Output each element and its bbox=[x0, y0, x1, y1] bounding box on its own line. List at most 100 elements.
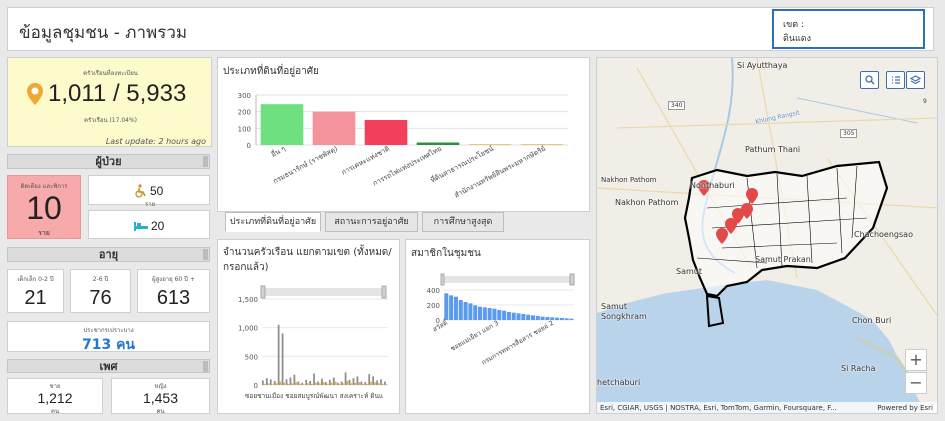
member-bar[interactable] bbox=[458, 300, 463, 320]
household-bar[interactable] bbox=[297, 381, 300, 385]
land-bar[interactable] bbox=[312, 111, 356, 145]
member-bar[interactable] bbox=[506, 312, 511, 320]
household-bar[interactable] bbox=[325, 382, 327, 385]
tab-living-status[interactable]: สถานะการอยู่อาศัย bbox=[325, 212, 418, 232]
household-bar[interactable] bbox=[307, 383, 309, 385]
household-bar[interactable] bbox=[328, 379, 331, 385]
household-bar[interactable] bbox=[291, 383, 294, 385]
member-bar[interactable] bbox=[550, 317, 555, 320]
household-bar[interactable] bbox=[358, 382, 361, 385]
household-bar[interactable] bbox=[309, 380, 312, 385]
land-bar[interactable] bbox=[468, 144, 512, 145]
member-bar[interactable] bbox=[473, 305, 478, 320]
household-bar[interactable] bbox=[342, 383, 345, 385]
scroll-grip[interactable] bbox=[203, 249, 208, 260]
member-bar[interactable] bbox=[511, 312, 516, 320]
household-bar[interactable] bbox=[271, 384, 274, 385]
land-bar[interactable] bbox=[416, 142, 460, 146]
range-handle-left[interactable] bbox=[440, 273, 445, 286]
household-bar[interactable] bbox=[326, 383, 329, 385]
household-bar[interactable] bbox=[295, 382, 298, 385]
household-bar[interactable] bbox=[299, 383, 301, 385]
household-bar[interactable] bbox=[318, 383, 321, 385]
household-bar[interactable] bbox=[380, 379, 382, 385]
household-bar[interactable] bbox=[366, 383, 368, 385]
member-bar[interactable] bbox=[530, 315, 535, 320]
zoom-in-button[interactable]: + bbox=[905, 349, 927, 371]
household-bar[interactable] bbox=[283, 382, 286, 385]
household-bar[interactable] bbox=[356, 376, 359, 385]
member-bar[interactable] bbox=[444, 293, 449, 320]
member-bar[interactable] bbox=[487, 308, 492, 320]
member-bar[interactable] bbox=[502, 310, 507, 320]
household-bar[interactable] bbox=[263, 383, 266, 385]
household-bar[interactable] bbox=[352, 378, 355, 385]
household-bar[interactable] bbox=[265, 378, 268, 385]
household-bar[interactable] bbox=[275, 383, 278, 385]
household-bar[interactable] bbox=[376, 380, 378, 385]
household-bar[interactable] bbox=[354, 382, 357, 385]
member-bar[interactable] bbox=[564, 318, 569, 320]
range-handle-right[interactable] bbox=[381, 285, 387, 299]
household-bar[interactable] bbox=[301, 382, 304, 385]
household-bar[interactable] bbox=[370, 381, 372, 385]
household-bar[interactable] bbox=[377, 383, 380, 385]
scroll-grip[interactable] bbox=[203, 361, 208, 372]
land-bar[interactable] bbox=[520, 144, 564, 145]
household-bar[interactable] bbox=[334, 381, 337, 385]
district-selector[interactable]: เขต : ดินแดง bbox=[772, 9, 925, 49]
map-search-button[interactable] bbox=[860, 71, 879, 89]
range-slider[interactable] bbox=[444, 276, 574, 283]
household-bar[interactable] bbox=[346, 380, 349, 385]
household-bar[interactable] bbox=[368, 374, 371, 385]
household-bar[interactable] bbox=[262, 380, 264, 385]
household-bar[interactable] bbox=[305, 379, 308, 385]
household-bar[interactable] bbox=[385, 384, 388, 385]
household-bar[interactable] bbox=[321, 378, 323, 385]
household-bar[interactable] bbox=[336, 382, 339, 385]
member-bar[interactable] bbox=[545, 317, 550, 320]
household-bar[interactable] bbox=[381, 383, 384, 385]
household-bar[interactable] bbox=[384, 381, 386, 385]
member-bar[interactable] bbox=[521, 314, 526, 320]
household-bar[interactable] bbox=[269, 379, 272, 385]
household-bar[interactable] bbox=[279, 381, 282, 385]
tab-land-type[interactable]: ประเภทที่ดินที่อยู่อาศัย bbox=[225, 212, 321, 232]
household-bar[interactable] bbox=[277, 324, 280, 385]
range-slider[interactable] bbox=[262, 288, 386, 296]
household-bar[interactable] bbox=[317, 381, 319, 385]
household-bar[interactable] bbox=[313, 373, 315, 385]
member-bar[interactable] bbox=[478, 306, 483, 320]
household-bar[interactable] bbox=[330, 382, 333, 385]
household-bar[interactable] bbox=[340, 381, 343, 385]
member-bar[interactable] bbox=[535, 316, 540, 320]
member-bar[interactable] bbox=[449, 295, 454, 320]
household-bar[interactable] bbox=[293, 374, 296, 385]
map-layers-button[interactable] bbox=[906, 71, 925, 89]
household-bar[interactable] bbox=[267, 383, 270, 385]
household-bar[interactable] bbox=[374, 382, 376, 385]
member-bar[interactable] bbox=[463, 302, 468, 320]
land-bar[interactable] bbox=[364, 120, 408, 145]
range-handle-left[interactable] bbox=[260, 285, 266, 299]
member-bar[interactable] bbox=[540, 316, 545, 320]
zoom-out-button[interactable]: − bbox=[905, 372, 927, 394]
household-bar[interactable] bbox=[303, 384, 305, 385]
map-list-button[interactable] bbox=[886, 71, 905, 89]
household-bar[interactable] bbox=[285, 379, 288, 385]
household-bar[interactable] bbox=[311, 383, 313, 385]
member-bar[interactable] bbox=[468, 303, 473, 320]
household-bar[interactable] bbox=[364, 382, 367, 385]
household-bar[interactable] bbox=[273, 380, 276, 385]
map-view[interactable]: Si Ayutthaya Pathum Thani Nonthaburi Nak… bbox=[596, 57, 938, 414]
household-bar[interactable] bbox=[289, 377, 292, 385]
household-bar[interactable] bbox=[332, 377, 335, 385]
member-bar[interactable] bbox=[482, 307, 487, 320]
member-bar[interactable] bbox=[497, 310, 502, 320]
household-bar[interactable] bbox=[338, 383, 341, 385]
household-bar[interactable] bbox=[348, 379, 351, 385]
range-handle-right[interactable] bbox=[569, 273, 575, 286]
member-bar[interactable] bbox=[516, 313, 521, 320]
household-bar[interactable] bbox=[287, 383, 290, 385]
household-bar[interactable] bbox=[344, 372, 347, 385]
